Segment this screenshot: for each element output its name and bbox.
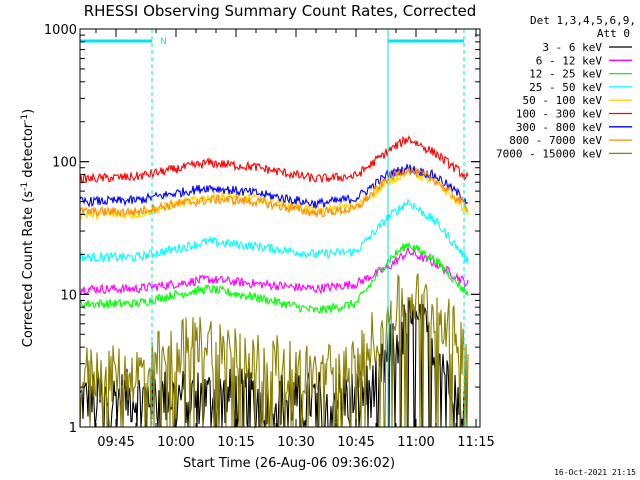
series-line-3 bbox=[79, 197, 469, 264]
x-tick-label-3: 10:30 bbox=[277, 435, 314, 450]
series-line-2 bbox=[79, 241, 469, 315]
x-tick-label-1: 10:00 bbox=[157, 435, 194, 450]
series-line-8 bbox=[79, 273, 469, 428]
series-line-7 bbox=[79, 167, 469, 218]
y-label-part-1: Corrected Count Rate (s bbox=[21, 191, 36, 348]
y-axis: 1 10 100 1000 bbox=[44, 23, 480, 436]
y-label-part-2: detector bbox=[21, 122, 36, 182]
marker-layer: N bbox=[80, 29, 465, 427]
legend-label-5: 100 - 300 keV bbox=[516, 108, 602, 121]
series-line-1 bbox=[79, 245, 469, 295]
legend-header-line-1: Det 1,3,4,5,6,9, bbox=[530, 14, 636, 27]
legend-label-2: 12 - 25 keV bbox=[529, 68, 602, 81]
x-tick-label-0: 09:45 bbox=[97, 435, 134, 450]
legend-label-3: 25 - 50 keV bbox=[529, 81, 602, 94]
x-axis: 09:45 10:00 10:15 10:30 10:45 11:00 11:15 bbox=[95, 29, 495, 450]
legend-header-line-2: Att 0 bbox=[597, 27, 630, 40]
x-tick-label-6: 11:15 bbox=[457, 435, 494, 450]
x-axis-label: Start Time (26-Aug-06 09:36:02) bbox=[183, 456, 395, 471]
x-tick-label-4: 10:45 bbox=[337, 435, 374, 450]
legend-label-4: 50 - 100 keV bbox=[523, 94, 603, 107]
y-tick-label-2: 100 bbox=[52, 156, 77, 171]
legend-label-7: 800 - 7000 keV bbox=[509, 134, 602, 147]
series-line-0 bbox=[79, 299, 468, 429]
y-label-exp-1: -1 bbox=[20, 182, 30, 191]
legend-label-0: 3 - 6 keV bbox=[542, 41, 602, 54]
y-tick-label-0: 1 bbox=[69, 421, 77, 436]
footer-timestamp: 16-Oct-2021 21:15 bbox=[554, 468, 636, 477]
legend-label-8: 7000 - 15000 keV bbox=[496, 147, 602, 160]
y-tick-label-3: 1000 bbox=[44, 23, 77, 38]
series-line-5 bbox=[79, 134, 469, 184]
y-axis-label: Corrected Count Rate (s-1 detector-1) bbox=[20, 109, 36, 347]
x-tick-label-2: 10:15 bbox=[217, 435, 254, 450]
series-layer bbox=[79, 134, 469, 429]
marker-n-label: N bbox=[160, 37, 167, 47]
x-tick-label-5: 11:00 bbox=[397, 435, 434, 450]
legend-label-6: 300 - 800 keV bbox=[516, 121, 602, 134]
chart-title: RHESSI Observing Summary Count Rates, Co… bbox=[84, 2, 477, 20]
y-label-exp-2: -1 bbox=[20, 114, 30, 123]
plot-frame bbox=[79, 28, 481, 428]
y-label-part-3: ) bbox=[21, 109, 36, 114]
legend-label-1: 6 - 12 keV bbox=[536, 54, 603, 67]
y-tick-label-1: 10 bbox=[60, 288, 77, 303]
